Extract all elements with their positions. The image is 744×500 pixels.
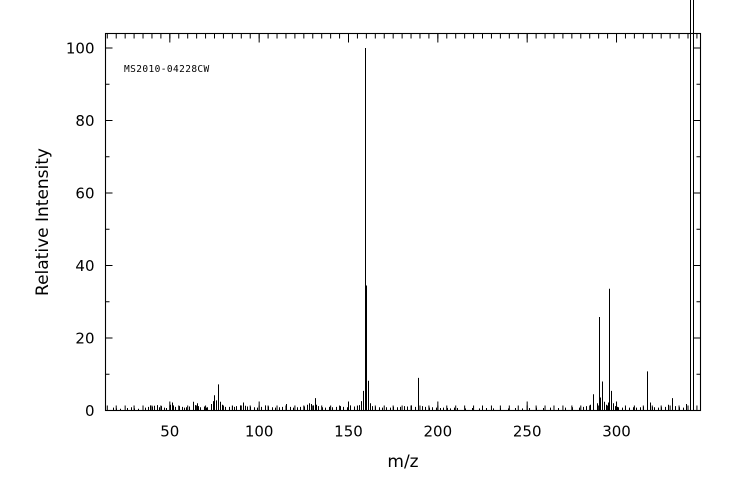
y-tick-label: 40	[75, 257, 94, 275]
x-tick-label: 150	[334, 423, 363, 441]
x-axis-major-ticks	[169, 33, 618, 411]
y-tick-label: 60	[75, 185, 94, 203]
y-tick-label: 0	[85, 402, 95, 420]
sample-id-annotation: MS2010-04228CW	[124, 64, 210, 75]
x-tick-label: 50	[160, 423, 179, 441]
y-tick-label: 20	[75, 330, 94, 348]
y-axis-title: Relative Intensity	[33, 148, 53, 296]
plot-frame-border	[104, 32, 702, 412]
spectrum-peaks	[113, 0, 694, 411]
x-tick-label: 300	[602, 423, 631, 441]
y-axis-major-ticks	[105, 47, 701, 411]
x-axis-title: m/z	[387, 452, 418, 472]
y-tick-label: 100	[66, 40, 95, 58]
y-axis-minor-ticks	[105, 83, 701, 375]
y-axis-tick-labels: 0 20 40 60 80 100	[66, 40, 95, 421]
x-tick-label: 100	[245, 423, 274, 441]
x-tick-label: 200	[424, 423, 453, 441]
x-tick-label: 250	[513, 423, 542, 441]
x-axis-minor-ticks	[106, 33, 698, 411]
x-axis-tick-labels: 50 100 150 200 250 300	[160, 423, 631, 441]
y-tick-label: 80	[75, 112, 94, 130]
